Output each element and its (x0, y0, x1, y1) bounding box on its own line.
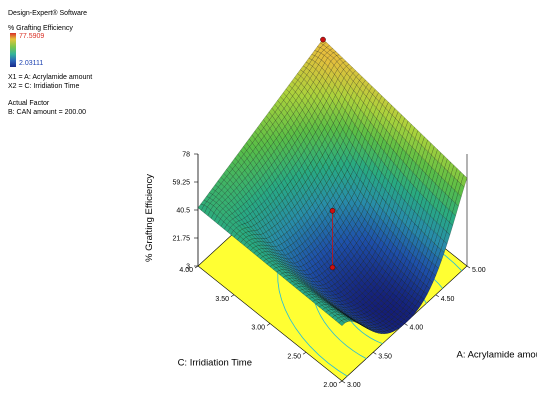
color-scale-max: 77.5909 (19, 33, 45, 40)
y-axis-title: C: Irridiation Time (178, 358, 252, 369)
z-tick-label: 40.5 (176, 208, 190, 215)
z-tick-label: 21.75 (172, 236, 190, 243)
x-tick-mark (341, 380, 346, 384)
y-tick-label: 4.00 (179, 267, 193, 274)
color-scale-min: 2.03111 (19, 60, 44, 67)
y-tick-label: 3.00 (251, 325, 265, 332)
z-tick-label: 78 (182, 152, 190, 159)
y-tick-mark (302, 352, 307, 355)
x-tick-label: 3.00 (347, 382, 361, 389)
x-tick-label: 4.50 (441, 296, 455, 303)
y-tick-mark (266, 323, 271, 326)
y-tick-label: 2.50 (287, 353, 301, 360)
x-tick-mark (373, 352, 377, 355)
software-label: Design-Expert® Software (8, 10, 88, 17)
x1-label: X1 = A: Acrylamide amount (8, 74, 93, 81)
y-tick-label: 2.00 (323, 382, 337, 389)
x-axis-title: A: Acrylamide amount (457, 350, 537, 361)
color-scale: 77.5909 2.03111 (8, 33, 92, 67)
x-tick-label: 3.50 (378, 353, 392, 360)
x-tick-label: 5.00 (472, 267, 486, 274)
y-tick-mark (338, 380, 343, 384)
response-name: % Grafting Efficiency (8, 25, 73, 32)
x-tick-mark (404, 323, 408, 326)
x-tick-mark (435, 294, 439, 297)
actual-factor-value: B: CAN amount = 200.00 (8, 109, 87, 116)
z-tick-label: 3 (186, 264, 190, 271)
design-point (320, 36, 326, 43)
z-tick-label: 59.25 (172, 180, 190, 187)
x-tick-label: 4.00 (410, 325, 424, 332)
y-tick-label: 3.50 (215, 296, 229, 303)
actual-factor-title: Actual Factor (8, 100, 50, 107)
y-tick-mark (230, 294, 235, 297)
x-tick-mark (466, 265, 471, 269)
y-tick-mark (194, 265, 199, 269)
color-gradient-bar (10, 33, 16, 67)
legend-panel: Design-Expert® Software % Grafting Effic… (8, 9, 92, 117)
x2-label: X2 = C: Irridiation Time (8, 83, 80, 90)
design-point (329, 207, 336, 214)
surface-facet (460, 174, 468, 188)
z-axis-title: % Grafting Efficiency (144, 174, 155, 262)
design-point (329, 264, 336, 271)
